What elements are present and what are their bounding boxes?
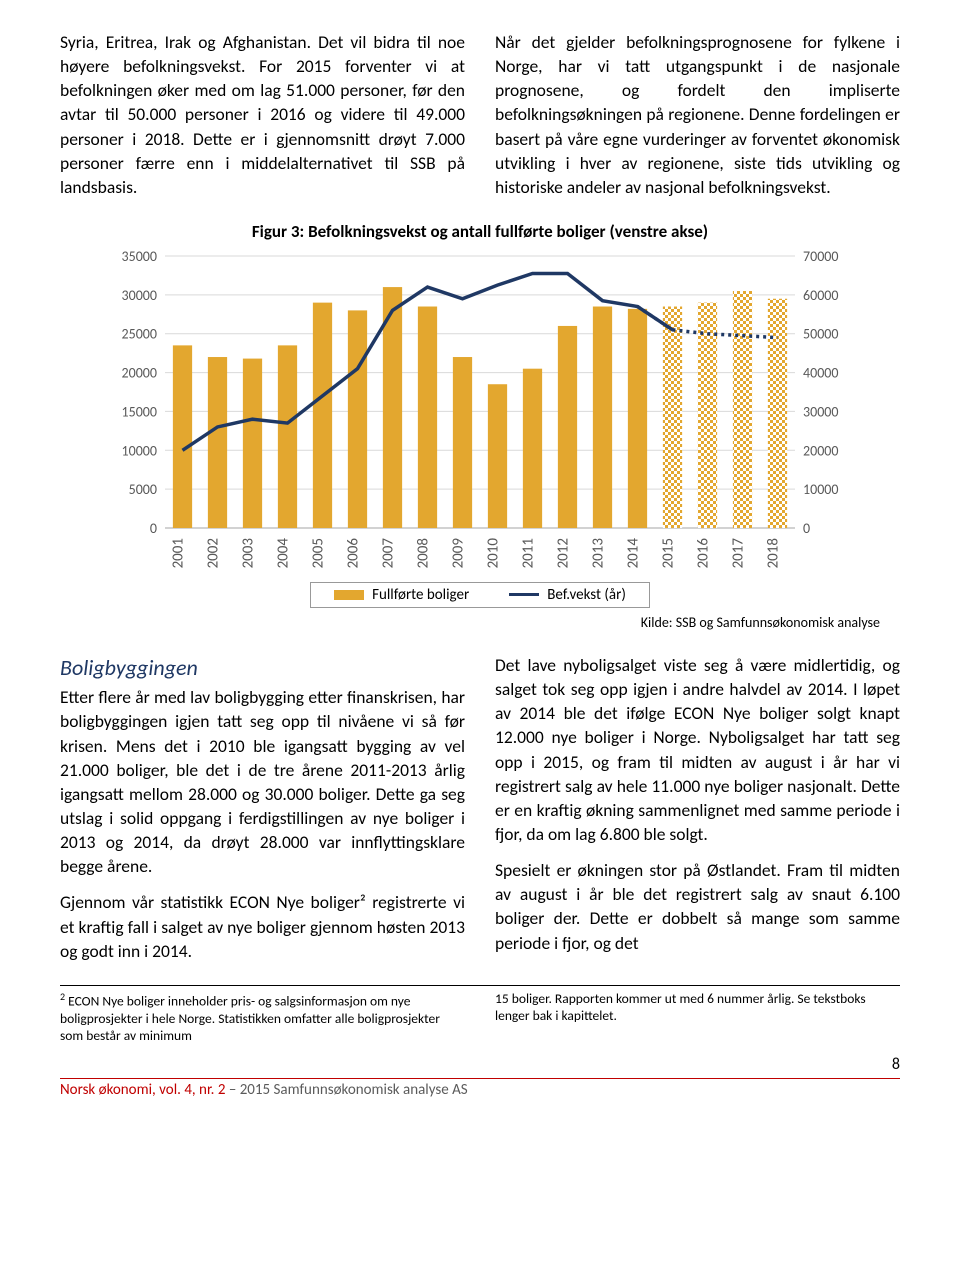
svg-text:70000: 70000 <box>803 248 838 265</box>
legend-line: Bef.vekst (år) <box>509 586 626 604</box>
svg-text:2009: 2009 <box>450 538 468 569</box>
svg-text:2017: 2017 <box>730 538 748 569</box>
svg-text:60000: 60000 <box>803 287 838 304</box>
chart-container: 0 0 5000 10000 10000 20000 15000 30000 20000 4000… <box>110 246 850 608</box>
svg-text:2010: 2010 <box>485 538 503 569</box>
footnote-number: 2 <box>60 990 65 1003</box>
page-number: 8 <box>60 1055 900 1074</box>
legend-bars: Fullførte boliger <box>334 586 469 604</box>
svg-text:25000: 25000 <box>122 326 157 343</box>
svg-text:2002: 2002 <box>205 538 223 568</box>
body-right: Det lave nyboligsalget viste seg å være … <box>495 653 900 963</box>
svg-text:10000: 10000 <box>122 442 157 459</box>
svg-text:2004: 2004 <box>275 538 293 569</box>
body-columns: Boligbyggingen Etter flere år med lav bo… <box>60 653 900 963</box>
intro-left: Syria, Eritrea, Irak og Afghanistan. Det… <box>60 30 465 199</box>
svg-text:2005: 2005 <box>310 538 328 568</box>
svg-text:50000: 50000 <box>803 326 838 343</box>
svg-text:40000: 40000 <box>803 365 838 382</box>
intro-columns: Syria, Eritrea, Irak og Afghanistan. Det… <box>60 30 900 199</box>
footnotes: 2 ECON Nye boliger inneholder pris- og s… <box>60 985 900 1045</box>
svg-text:0: 0 <box>803 520 810 537</box>
chart-source: Kilde: SSB og Samfunnsøkonomisk analyse <box>60 614 900 631</box>
svg-text:2013: 2013 <box>590 538 608 569</box>
svg-text:20000: 20000 <box>803 442 838 459</box>
footer-text: Norsk økonomi, vol. 4, nr. 2 – 2015 Samf… <box>60 1081 900 1099</box>
svg-text:2003: 2003 <box>240 538 258 569</box>
body-left-p2: Gjennom vår statistikk ECON Nye boliger²… <box>60 890 465 962</box>
legend-bar-label: Fullførte boliger <box>372 586 469 604</box>
svg-text:2018: 2018 <box>765 538 783 568</box>
intro-right: Når det gjelder befolkningsprognosene fo… <box>495 30 900 199</box>
body-left-p1: Etter flere år med lav boligbygging ette… <box>60 685 465 878</box>
svg-text:5000: 5000 <box>129 481 157 498</box>
legend-line-label: Bef.vekst (år) <box>547 586 626 604</box>
svg-text:10000: 10000 <box>803 481 838 498</box>
footnote-left: 2 ECON Nye boliger inneholder pris- og s… <box>60 990 465 1045</box>
svg-text:2014: 2014 <box>625 538 643 569</box>
svg-text:2011: 2011 <box>520 538 538 568</box>
footnote-left-text: ECON Nye boliger inneholder pris- og sal… <box>60 992 440 1044</box>
legend-line-swatch <box>509 593 539 596</box>
chart-svg: 0 0 5000 10000 10000 20000 15000 30000 20000 4000… <box>110 246 850 576</box>
footer-grey: – 2015 Samfunnsøkonomisk analyse AS <box>225 1081 467 1099</box>
section-heading: Boligbyggingen <box>60 653 465 683</box>
body-right-p1: Det lave nyboligsalget viste seg å være … <box>495 653 900 846</box>
svg-text:2016: 2016 <box>695 538 713 569</box>
svg-text:30000: 30000 <box>803 403 838 420</box>
legend-bar-swatch <box>334 590 364 600</box>
body-left: Boligbyggingen Etter flere år med lav bo… <box>60 653 465 963</box>
svg-text:2006: 2006 <box>345 538 363 569</box>
svg-text:2015: 2015 <box>660 538 678 568</box>
chart-title: Figur 3: Befolkningsvekst og antall full… <box>60 221 900 242</box>
svg-text:2001: 2001 <box>170 538 188 568</box>
footnote-right: 15 boliger. Rapporten kommer ut med 6 nu… <box>495 990 900 1045</box>
chart-legend: Fullførte boliger Bef.vekst (år) <box>310 582 650 608</box>
svg-text:0: 0 <box>150 520 157 537</box>
svg-text:2007: 2007 <box>380 538 398 569</box>
svg-text:20000: 20000 <box>122 365 157 382</box>
svg-text:30000: 30000 <box>122 287 157 304</box>
svg-text:35000: 35000 <box>122 248 157 265</box>
svg-text:15000: 15000 <box>122 403 157 420</box>
body-right-p2: Spesielt er økningen stor på Østlandet. … <box>495 858 900 955</box>
footer-rule <box>60 1078 900 1079</box>
svg-text:2012: 2012 <box>555 538 573 568</box>
svg-text:2008: 2008 <box>415 538 433 568</box>
footer-red: Norsk økonomi, vol. 4, nr. 2 <box>60 1081 225 1099</box>
